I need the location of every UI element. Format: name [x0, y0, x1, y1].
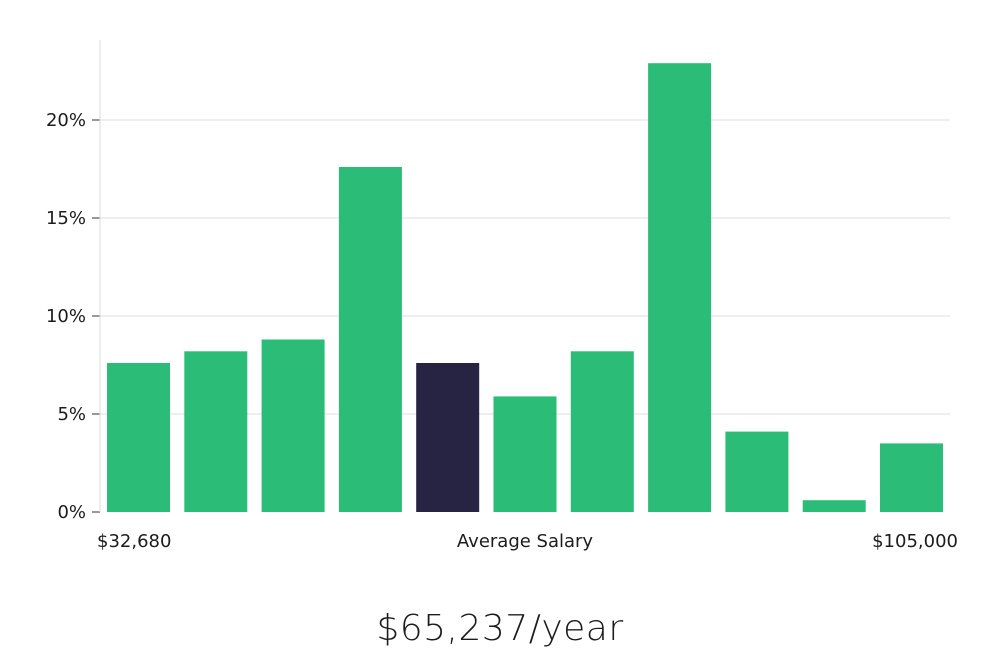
y-axis-ticks: 0% 5% 10% 15% 20% [46, 110, 100, 523]
bar [880, 443, 943, 512]
bar [570, 351, 634, 512]
salary-histogram: 0% 5% 10% 15% 20% $32,680 Average Salary $10… [46, 40, 958, 552]
bar-average [416, 363, 480, 512]
x-label-average: Average Salary [457, 531, 594, 552]
bar [725, 431, 789, 512]
y-tick-label: 20% [46, 110, 86, 131]
bar [107, 363, 170, 512]
bar [493, 396, 557, 512]
y-tick-label: 15% [46, 208, 86, 229]
bar [261, 339, 325, 512]
x-label-min: $32,680 [97, 531, 171, 552]
bar [338, 167, 402, 512]
y-tick-label: 0% [57, 502, 86, 523]
y-tick-label: 5% [57, 404, 86, 425]
bar [802, 500, 866, 512]
average-salary-value: $65,237/year [376, 608, 624, 649]
bar [184, 351, 248, 512]
x-label-max: $105,000 [872, 531, 958, 552]
y-tick-label: 10% [46, 306, 86, 327]
bar [648, 63, 712, 512]
bars [107, 63, 943, 512]
